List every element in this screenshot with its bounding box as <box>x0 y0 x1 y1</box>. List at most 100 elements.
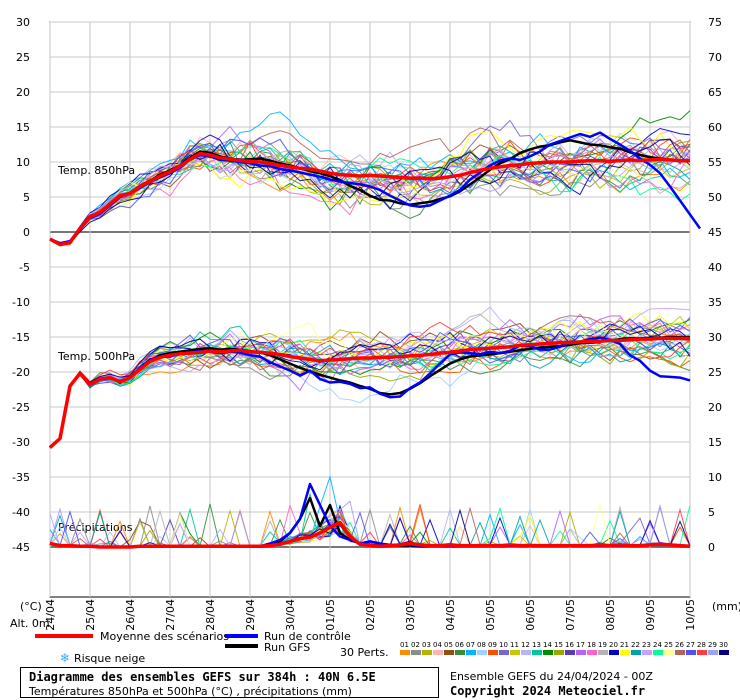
perturbation-swatch <box>488 650 498 655</box>
right-tick-label: 5 <box>708 506 715 519</box>
right-tick-label: 0 <box>708 541 715 554</box>
footer-title-box: Diagramme des ensembles GEFS sur 384h : … <box>20 667 439 698</box>
perturbation-swatch <box>543 650 553 655</box>
member-20-t500-line <box>49 323 691 448</box>
date-tick-label: 08/05 <box>604 599 617 631</box>
perturbation-number: 17 <box>576 641 585 649</box>
series-moyenne-des-sc-narios-t500-line <box>48 336 690 449</box>
perturbation-number: 21 <box>620 641 629 649</box>
date-tick-label: 29/04 <box>244 599 257 631</box>
perturbation-number: 25 <box>664 641 673 649</box>
left-tick-label: 10 <box>16 156 30 169</box>
left-tick-label: -35 <box>12 471 30 484</box>
perturbation-swatch <box>521 650 531 655</box>
perturbation-number: 08 <box>477 641 486 649</box>
perturbation-swatch <box>422 650 432 655</box>
perturbation-swatch <box>653 650 663 655</box>
perturbation-swatch <box>708 650 718 655</box>
perturbation-swatch <box>609 650 619 655</box>
legend-mean-label: Moyenne des scénarios <box>100 630 229 643</box>
perturbation-number: 10 <box>499 641 508 649</box>
left-tick-label: -5 <box>19 261 30 274</box>
perturbation-number: 14 <box>543 641 552 649</box>
left-tick-label: 0 <box>23 226 30 239</box>
member-27-t850-line <box>49 137 691 245</box>
date-tick-label: 07/05 <box>564 599 577 631</box>
member-01-t500-line <box>49 331 691 448</box>
snow-icon: ❄ <box>60 651 70 665</box>
perturbation-number: 18 <box>587 641 596 649</box>
left-tick-label: -10 <box>12 296 30 309</box>
left-tick-label: 15 <box>16 121 30 134</box>
date-tick-label: 02/05 <box>364 599 377 631</box>
right-tick-label: 25 <box>708 366 722 379</box>
perturbation-number: 06 <box>455 641 464 649</box>
perturbation-swatch <box>642 650 652 655</box>
altitude-label: Alt. 0m <box>10 617 50 630</box>
date-tick-label: 28/04 <box>204 599 217 631</box>
perturbation-swatch <box>664 650 674 655</box>
series-moyenne-des-sc-narios-t850-line <box>49 151 690 247</box>
perturbation-number: 22 <box>631 641 640 649</box>
right-tick-label: 75 <box>708 16 722 29</box>
member-30-t850-line <box>49 138 691 246</box>
date-tick-label: 30/04 <box>284 599 297 631</box>
right-axis-unit: (mm) <box>712 600 740 613</box>
perturbation-swatch <box>565 650 575 655</box>
left-tick-label: 25 <box>16 51 30 64</box>
member-27-t500-line <box>49 318 691 448</box>
perturbation-swatch <box>444 650 454 655</box>
perturbation-swatch <box>598 650 608 655</box>
panel-label-500: Temp. 500hPa <box>57 350 135 363</box>
perturbation-number: 04 <box>433 641 442 649</box>
perturbation-swatch <box>466 650 476 655</box>
date-tick-label: 10/05 <box>684 599 697 631</box>
perturbation-swatch <box>620 650 630 655</box>
perturbation-swatch <box>554 650 564 655</box>
perturbation-number: 12 <box>521 641 530 649</box>
perturbation-number: 29 <box>708 641 717 649</box>
legend-snow-label: Risque neige <box>74 652 145 665</box>
perturbation-number: 26 <box>675 641 684 649</box>
perturbation-number: 05 <box>444 641 453 649</box>
right-tick-label: 20 <box>708 401 722 414</box>
right-tick-label: 70 <box>708 51 722 64</box>
left-tick-label: -40 <box>12 506 30 519</box>
right-tick-label: 65 <box>708 86 722 99</box>
perturbation-swatch <box>510 650 520 655</box>
perturbation-swatch <box>411 650 421 655</box>
legend-control-label: Run de contrôle <box>264 630 351 643</box>
left-tick-label: -25 <box>12 401 30 414</box>
perturbation-swatch <box>455 650 465 655</box>
perturbation-number: 02 <box>411 641 420 649</box>
right-tick-label: 30 <box>708 331 722 344</box>
date-tick-label: 03/05 <box>404 599 417 631</box>
perturbation-swatch <box>631 650 641 655</box>
left-tick-label: 5 <box>23 191 30 204</box>
perturbation-number: 30 <box>719 641 728 649</box>
date-tick-label: 09/05 <box>644 599 657 631</box>
run-info: Ensemble GEFS du 24/04/2024 - 00Z <box>450 670 653 683</box>
right-tick-label: 35 <box>708 296 722 309</box>
perturbation-number: 20 <box>609 641 618 649</box>
perturbation-swatch <box>433 650 443 655</box>
date-tick-label: 24/04 <box>44 599 57 631</box>
perturbation-number: 15 <box>554 641 563 649</box>
right-tick-label: 40 <box>708 261 722 274</box>
legend-gfs-label: Run GFS <box>264 641 310 654</box>
date-tick-label: 06/05 <box>524 599 537 631</box>
right-tick-label: 15 <box>708 436 722 449</box>
right-tick-label: 55 <box>708 156 722 169</box>
member-25-t500-line <box>49 322 691 448</box>
right-tick-label: 45 <box>708 226 722 239</box>
right-tick-label: 10 <box>708 471 722 484</box>
member-26-t500-line <box>49 315 691 448</box>
perturbation-swatch <box>587 650 597 655</box>
chart-subtitle: Températures 850hPa et 500hPa (°C) , pré… <box>29 685 352 698</box>
perturbation-swatch <box>532 650 542 655</box>
date-tick-label: 27/04 <box>164 599 177 631</box>
perturbation-swatch <box>697 650 707 655</box>
panel-label-850: Temp. 850hPa <box>57 164 135 177</box>
perturbation-number: 03 <box>422 641 431 649</box>
